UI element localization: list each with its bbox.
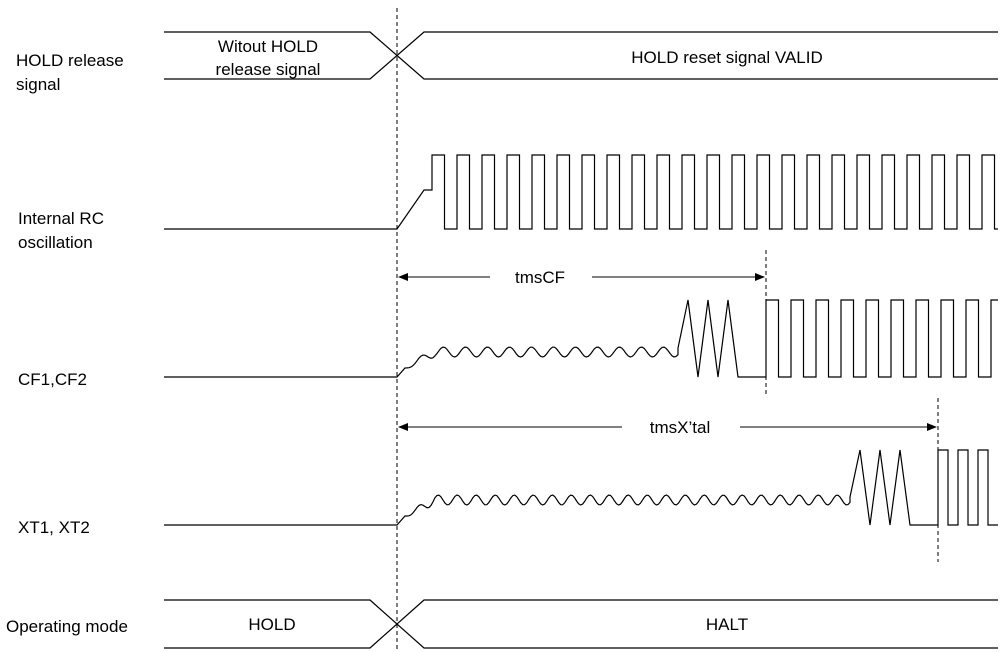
- xt-label: XT1, XT2: [18, 518, 90, 537]
- bus-after-text: HOLD reset signal VALID: [631, 48, 822, 67]
- tmscf-annotation: tmsCF: [398, 250, 767, 396]
- tmsxtal-label: tmsX’tal: [650, 418, 710, 437]
- tmscf-label: tmsCF: [515, 268, 565, 287]
- mode-after-text: HALT: [706, 615, 748, 634]
- xt-signal-trace: [164, 449, 998, 526]
- internal-rc-label-line1: Internal RC: [18, 209, 104, 228]
- hold-release-label-line2: signal: [16, 75, 60, 94]
- bus-before-line2: release signal: [216, 60, 321, 79]
- cf-signal-trace: [164, 299, 998, 378]
- bus-before-line1: Witout HOLD: [218, 37, 318, 56]
- cf-waveform: [164, 299, 998, 378]
- cf-label: CF1,CF2: [18, 370, 87, 389]
- xt-waveform: [164, 449, 998, 526]
- tmsxtal-annotation: tmsX’tal: [398, 398, 939, 562]
- internal-rc-label-line2: oscillation: [18, 233, 93, 252]
- hold-release-bus: Witout HOLD release signal HOLD reset si…: [164, 31, 998, 80]
- mode-before-text: HOLD: [248, 615, 295, 634]
- rc-signal-trace: [164, 154, 998, 230]
- bus-edge: [164, 599, 998, 649]
- internal-rc-waveform: [164, 154, 998, 230]
- signal-labels: HOLD release signal Internal RC oscillat…: [6, 51, 128, 636]
- hold-release-label-line1: HOLD release: [16, 51, 124, 70]
- operating-mode-bus: HOLD HALT: [164, 599, 998, 649]
- operating-mode-label: Operating mode: [6, 617, 128, 636]
- bus-edge: [164, 31, 998, 80]
